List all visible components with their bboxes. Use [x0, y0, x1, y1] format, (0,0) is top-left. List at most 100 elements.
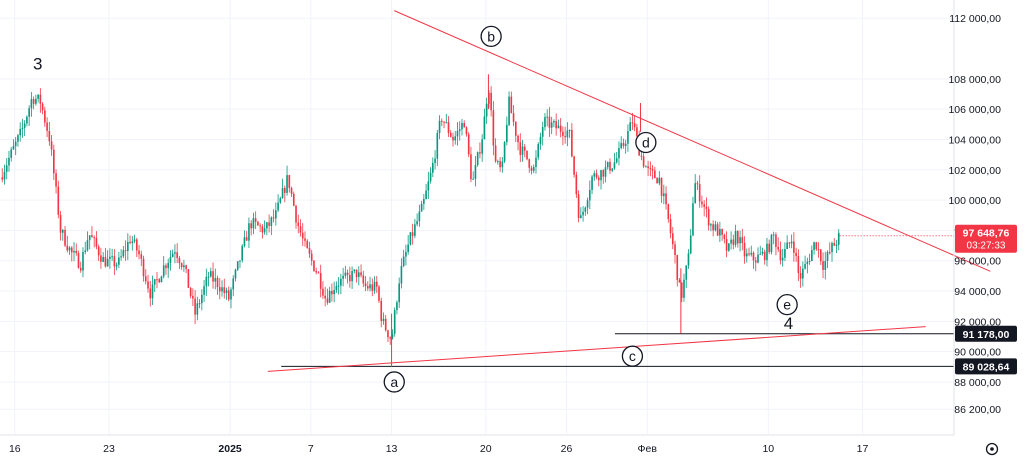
candle-body	[611, 168, 614, 171]
wave-label-text: c	[629, 348, 636, 364]
candle-body	[41, 103, 44, 111]
candle-body	[452, 136, 454, 141]
wave-label-4: 4	[784, 314, 793, 333]
trendlines	[267, 10, 991, 372]
candle-body	[122, 250, 125, 257]
candle-body	[212, 271, 214, 282]
candle-body	[127, 241, 129, 252]
candle-body	[680, 282, 683, 298]
candle-body	[351, 271, 353, 282]
time-axis[interactable]: 16 23 2025 7 13 20 26 Фев 10 17	[9, 443, 869, 455]
candle-body	[290, 187, 293, 194]
candle-body	[400, 266, 403, 284]
candle-body	[620, 143, 623, 149]
price-axis[interactable]: 112 000,00 108 000,00 106 000,00 104 000,00…	[948, 13, 1001, 416]
y-tick-label: 92 000,00	[954, 316, 1001, 328]
chart-settings-button[interactable]	[985, 442, 999, 456]
x-tick-label: 7	[308, 443, 314, 455]
candle-body	[308, 248, 311, 254]
candle-body	[654, 170, 656, 179]
x-tick-label: 23	[103, 443, 115, 455]
candle-body	[227, 290, 230, 300]
candle-body	[728, 243, 730, 251]
candle-body	[568, 129, 571, 131]
candle-body	[797, 256, 800, 273]
candle-body	[501, 161, 504, 168]
candle-body	[167, 263, 170, 269]
y-tick-label: 104 000,00	[948, 134, 1001, 146]
candle-body	[723, 234, 726, 239]
candle-body	[84, 250, 87, 253]
candle-body	[129, 241, 131, 244]
candle-body	[275, 210, 277, 219]
candle-body	[577, 194, 580, 219]
candle-body	[431, 162, 434, 173]
candle-body	[810, 250, 813, 261]
candle-body	[566, 130, 569, 138]
candle-body	[512, 113, 515, 122]
wave-label-circled-d: d	[635, 131, 657, 154]
candle-body	[48, 130, 51, 142]
candle-body	[149, 288, 152, 299]
chart-grid	[0, 0, 954, 435]
candle-body	[344, 272, 347, 276]
candle-body	[266, 222, 268, 229]
candle-body	[436, 132, 439, 159]
candle-body	[586, 200, 589, 208]
candle-body	[185, 265, 187, 270]
candle-body	[283, 188, 286, 193]
candle-body	[645, 166, 647, 168]
gear-icon-center	[990, 447, 994, 451]
candle-body	[230, 289, 232, 300]
candle-body	[151, 284, 154, 299]
candle-body	[703, 204, 705, 207]
candle-body	[259, 225, 261, 227]
candle-body	[75, 250, 78, 254]
candle-body	[425, 190, 427, 200]
y-tick-label: 88 000,00	[954, 377, 1001, 389]
candle-body	[153, 279, 156, 285]
candle-body	[631, 122, 634, 124]
candle-body	[142, 258, 145, 277]
candle-body	[95, 237, 98, 247]
candle-body	[241, 245, 244, 261]
candle-body	[144, 276, 147, 282]
candle-body	[371, 284, 374, 291]
candle-body	[418, 211, 421, 222]
candle-body	[627, 131, 629, 144]
candle-body	[833, 243, 836, 246]
candle-body	[705, 206, 708, 209]
candle-body	[781, 257, 784, 261]
candle-body	[414, 224, 416, 236]
candle-body	[171, 253, 174, 257]
candle-body	[667, 204, 670, 220]
candle-body	[1, 177, 4, 180]
candle-body	[772, 234, 775, 236]
candle-body	[707, 208, 710, 226]
candle-body	[111, 256, 113, 258]
candle-body	[366, 286, 369, 289]
candle-body	[254, 218, 257, 222]
candle-body	[548, 116, 551, 128]
candle-body	[245, 237, 248, 241]
candle-body	[402, 256, 405, 267]
candle-body	[39, 94, 42, 104]
wave-label-circled-e: e	[776, 294, 798, 316]
candle-body	[263, 228, 266, 233]
wave-circle	[776, 294, 798, 316]
candle-body	[813, 242, 815, 251]
candle-body	[165, 265, 167, 269]
candle-body	[828, 252, 831, 254]
candle-body	[156, 279, 158, 281]
candle-body	[492, 110, 495, 146]
candle-body	[761, 251, 764, 254]
candle-body	[725, 238, 728, 251]
candle-body	[606, 161, 609, 168]
candle-body	[467, 134, 470, 155]
candle-body	[292, 193, 295, 206]
candle-body	[55, 173, 57, 187]
candle-body	[201, 294, 203, 304]
candle-body	[831, 243, 833, 253]
